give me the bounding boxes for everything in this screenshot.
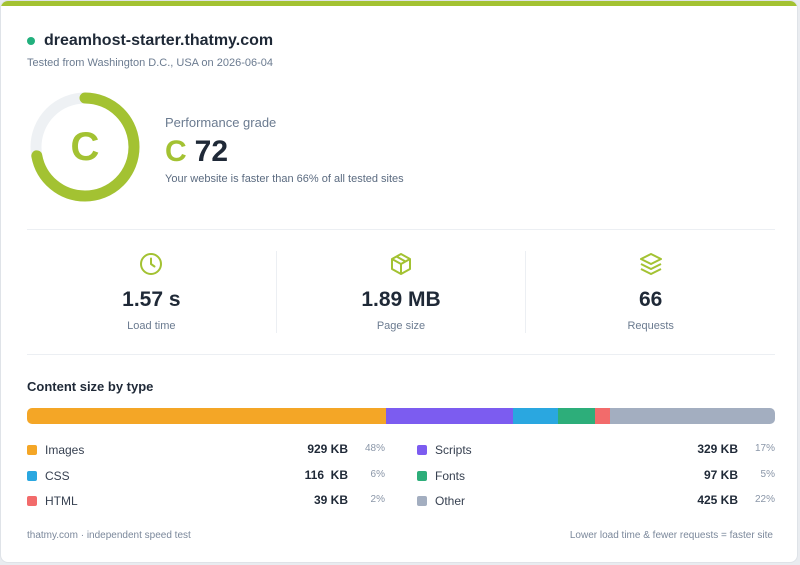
legend-name: CSS xyxy=(45,469,70,483)
legend-item-images: Images xyxy=(27,442,84,458)
legend-percent: 5% xyxy=(760,469,775,480)
performance-grade: C xyxy=(165,135,187,168)
test-location: Tested from Washington D.C., USA on 2026… xyxy=(27,57,273,69)
legend-name: Other xyxy=(435,494,466,508)
legend-name: Scripts xyxy=(435,443,472,457)
stat-load-time: 1.57 s Load time xyxy=(27,251,276,333)
stat-requests: 66 Requests xyxy=(525,251,775,333)
content-size-bar xyxy=(27,408,775,424)
grade-gauge-arc xyxy=(30,92,140,202)
scripts-bar-segment xyxy=(386,408,514,424)
legend-name: Fonts xyxy=(435,469,466,483)
html-bar-segment xyxy=(595,408,611,424)
divider xyxy=(27,354,775,355)
stat-value: 1.89 MB xyxy=(361,288,441,311)
legend-size: 97 KB xyxy=(703,468,738,482)
legend-percent: 22% xyxy=(754,494,775,505)
other-swatch xyxy=(417,496,427,506)
stat-label: Page size xyxy=(376,320,426,332)
legend-item-html: HTML xyxy=(27,493,78,509)
legend-size: 39 KB xyxy=(313,493,348,507)
performance-description: Your website is faster than 66% of all t… xyxy=(165,173,404,185)
fonts-bar-segment xyxy=(558,408,596,424)
legend-size: 425 KB xyxy=(697,493,738,507)
performance-number: 72 xyxy=(194,135,229,168)
css-bar-segment xyxy=(513,408,559,424)
legend-item-fonts: Fonts xyxy=(417,468,465,484)
footer-credit: thatmy.com · independent speed test xyxy=(27,530,191,541)
legend-percent: 48% xyxy=(364,443,385,454)
html-swatch xyxy=(27,496,37,506)
stat-value: 1.57 s xyxy=(122,288,181,311)
performance-label: Performance grade xyxy=(165,115,277,130)
layers-icon xyxy=(639,253,662,275)
gauge-grade-letter: C xyxy=(70,124,100,169)
divider xyxy=(27,229,775,230)
footer-hint: Lower load time & fewer requests = faste… xyxy=(569,530,773,541)
images-bar-segment xyxy=(27,408,387,424)
legend-size: 929 KB xyxy=(307,442,348,456)
performance-score: C 72 xyxy=(165,135,228,169)
box-icon xyxy=(391,253,411,275)
stat-value: 66 xyxy=(639,288,663,311)
legend-size: 329 KB xyxy=(697,442,738,456)
legend-percent: 17% xyxy=(754,443,775,454)
content-size-title: Content size by type xyxy=(27,379,154,394)
fonts-swatch xyxy=(417,471,427,481)
legend-item-scripts: Scripts xyxy=(417,442,472,458)
accent-bar xyxy=(1,1,797,6)
legend-name: HTML xyxy=(45,494,78,508)
stats-row: 1.57 s Load time 1.89 MB Page size 66 Re… xyxy=(27,251,775,333)
site-name: dreamhost-starter.thatmy.com xyxy=(44,32,274,49)
legend-name: Images xyxy=(45,443,85,457)
legend-percent: 2% xyxy=(370,494,385,505)
stat-label: Requests xyxy=(627,320,674,332)
clock-icon xyxy=(140,253,163,275)
css-swatch xyxy=(27,471,37,481)
site-header: dreamhost-starter.thatmy.com xyxy=(27,32,273,50)
grade-gauge: C xyxy=(28,90,142,204)
images-swatch xyxy=(27,445,37,455)
other-bar-segment xyxy=(610,408,775,424)
legend-item-other: Other xyxy=(417,493,465,509)
status-dot-icon xyxy=(27,37,35,45)
scripts-swatch xyxy=(417,445,427,455)
legend-size: 116 KB xyxy=(304,468,348,482)
legend-item-css: CSS xyxy=(27,468,70,484)
stat-page-size: 1.89 MB Page size xyxy=(275,251,526,333)
legend-percent: 6% xyxy=(370,469,385,480)
stat-label: Load time xyxy=(127,320,176,332)
